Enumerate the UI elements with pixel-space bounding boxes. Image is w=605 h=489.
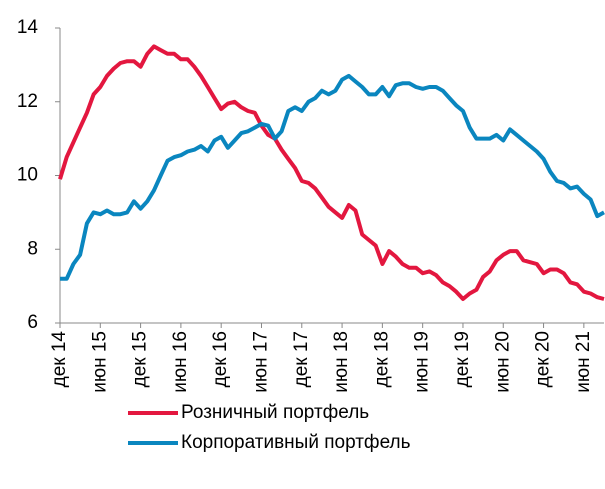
x-tick-label: июн 17	[250, 331, 271, 393]
x-tick-label: дек 16	[210, 331, 231, 387]
y-tick-label: 14	[17, 17, 39, 38]
y-tick-label: 10	[17, 165, 38, 186]
legend-label: Розничный портфель	[181, 402, 369, 423]
y-tick-label: 6	[27, 312, 38, 333]
x-tick-label: дек 14	[49, 331, 70, 388]
x-tick-label: дек 17	[291, 331, 312, 387]
x-tick-label: июн 15	[89, 331, 110, 393]
x-tick-label: июн 20	[492, 331, 513, 393]
x-tick-label: дек 19	[452, 331, 473, 387]
line-series	[60, 73, 605, 281]
x-tick-label: дек 15	[130, 331, 151, 387]
line-series	[58, 44, 605, 301]
y-tick-label: 8	[27, 238, 38, 259]
x-tick-label: июн 19	[412, 331, 433, 393]
x-tick-label: дек 18	[371, 331, 392, 387]
x-tick-label: июн 18	[331, 331, 352, 393]
x-tick-label: июн 16	[170, 331, 191, 393]
x-tick-label: июн 21	[573, 331, 594, 393]
x-tick-label: дек 20	[533, 331, 554, 387]
legend-label: Корпоративный портфель	[181, 432, 411, 453]
y-tick-label: 12	[17, 91, 38, 112]
